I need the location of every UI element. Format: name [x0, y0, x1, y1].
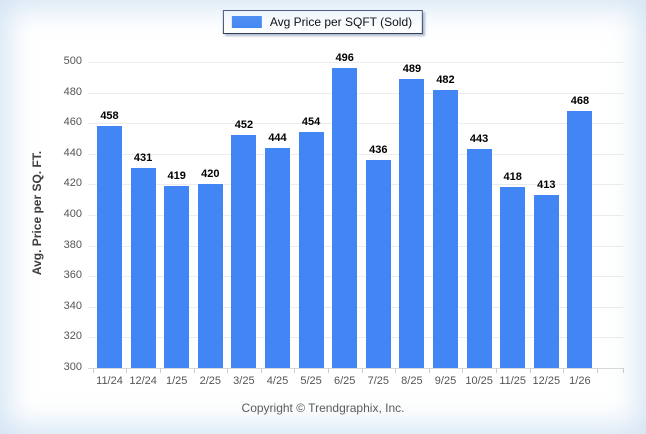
x-axis-tick	[395, 368, 397, 373]
bar-value-label: 458	[100, 110, 119, 123]
y-axis-tick-label: 460	[63, 116, 82, 129]
bar-value-label: 444	[268, 131, 287, 144]
x-axis-tick-label: 11/24	[96, 375, 123, 387]
gridline	[88, 62, 623, 63]
x-axis-tick-label: 10/25	[465, 375, 493, 387]
bar	[298, 132, 324, 368]
bar	[567, 110, 593, 368]
x-axis-tick	[227, 368, 229, 373]
y-axis-tick-label: 480	[63, 85, 82, 98]
y-axis-tick-label: 300	[63, 361, 82, 373]
copyright-text: Copyright © Trendgraphix, Inc.	[241, 401, 405, 415]
bar	[466, 149, 492, 368]
bar-value-label: 419	[167, 169, 186, 182]
x-axis-tick-label: 3/25	[233, 375, 255, 387]
x-axis-tick	[361, 368, 363, 373]
y-axis-tick-label: 340	[63, 299, 82, 312]
x-axis-tick-label: 6/25	[333, 375, 356, 387]
bar	[500, 187, 526, 368]
x-axis-tick	[327, 368, 329, 373]
bar	[164, 185, 190, 368]
bar-value-label: 413	[537, 179, 556, 192]
y-axis-tick-label: 320	[63, 330, 82, 343]
x-axis-tick-label: 12/24	[129, 375, 157, 387]
x-axis-tick	[596, 368, 598, 373]
x-axis-tick-label: 12/25	[532, 375, 561, 387]
x-axis-tick	[462, 368, 464, 373]
y-axis-tick-label: 380	[63, 238, 82, 251]
x-axis-tick-label: 7/25	[367, 375, 389, 387]
bar-value-label: 431	[133, 151, 153, 164]
bar-value-label: 489	[402, 62, 422, 75]
x-axis-tick-label: 8/25	[401, 375, 423, 387]
bar	[97, 126, 122, 368]
gridline	[88, 368, 623, 369]
y-axis-tick-label: 440	[63, 146, 82, 159]
bar-value-label: 436	[369, 143, 388, 156]
x-axis-tick	[193, 368, 195, 373]
bar-value-label: 420	[201, 168, 220, 181]
x-axis-tick	[294, 368, 296, 373]
bar	[533, 195, 559, 368]
x-axis-tick-label: 9/25	[434, 375, 457, 387]
x-axis-tick-label: 1/26	[569, 375, 591, 387]
legend-swatch-icon	[231, 16, 262, 28]
x-axis-tick-label: 11/25	[499, 375, 527, 387]
x-axis-tick	[563, 368, 565, 373]
bar-value-label: 454	[301, 116, 321, 129]
bar-value-label: 443	[469, 133, 489, 146]
y-axis-tick-label: 400	[63, 208, 82, 220]
bar-value-label: 468	[570, 94, 590, 107]
bar	[433, 89, 458, 368]
y-axis-tick-label: 420	[63, 177, 82, 190]
x-axis-tick	[260, 368, 262, 373]
x-axis-tick	[126, 368, 128, 373]
bar	[399, 78, 425, 368]
x-axis-tick-label: 5/25	[300, 375, 322, 387]
y-axis-tick-label: 500	[63, 55, 82, 67]
bar	[197, 184, 223, 368]
bar-value-label: 482	[436, 73, 455, 86]
x-axis-tick	[529, 368, 531, 373]
bar-value-label: 418	[503, 171, 522, 184]
bar	[365, 159, 391, 368]
bar	[332, 68, 358, 368]
bar	[130, 167, 156, 368]
bar-value-label: 496	[335, 52, 354, 65]
x-axis-tick	[495, 368, 497, 373]
x-axis-end-tick	[623, 368, 624, 373]
bar-value-label: 452	[234, 119, 254, 132]
x-axis-tick	[159, 368, 161, 373]
x-axis-tick-label: 1/25	[165, 375, 188, 387]
x-axis-tick	[428, 368, 430, 373]
y-axis-tick-label: 360	[63, 269, 82, 282]
bar	[265, 147, 290, 368]
x-axis-tick	[92, 368, 94, 373]
x-axis-tick-label: 2/25	[199, 375, 221, 387]
bar	[231, 135, 257, 368]
x-axis-tick-label: 4/25	[266, 375, 289, 387]
legend-label: Avg Price per SQFT (Sold)	[269, 15, 413, 29]
legend: Avg Price per SQFT (Sold)	[222, 10, 424, 34]
